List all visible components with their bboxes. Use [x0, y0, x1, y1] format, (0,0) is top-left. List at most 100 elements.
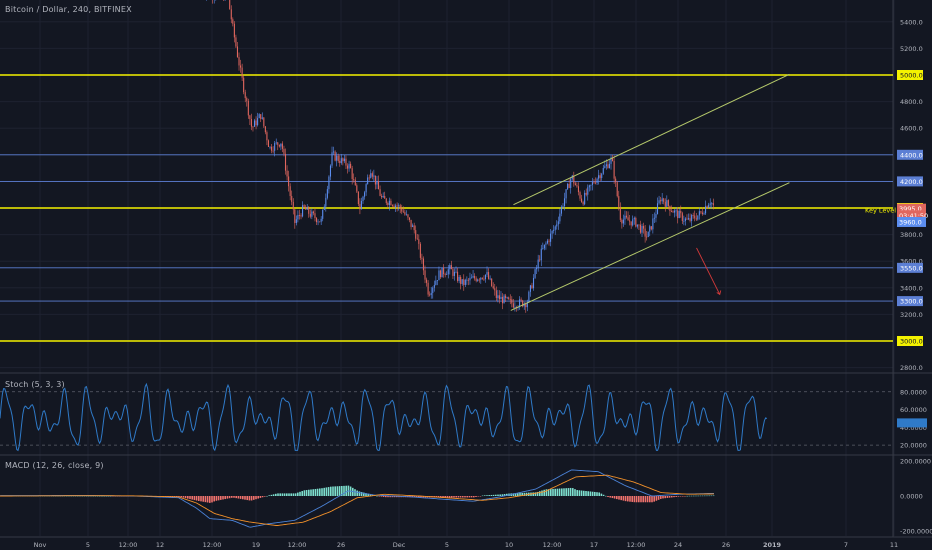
macd-hist-bar-227 [499, 494, 501, 496]
candle-body-104 [362, 196, 364, 202]
candle-body-75 [317, 221, 319, 223]
candle-body-34 [253, 120, 256, 127]
candle-body-325 [705, 206, 707, 214]
candle-body-234 [563, 198, 566, 207]
macd-hist-bar-192 [422, 496, 424, 498]
macd-hist-bar-267 [587, 491, 589, 496]
candle-body-40 [263, 117, 265, 127]
candle-body-26 [241, 67, 243, 78]
candle-body-128 [399, 205, 401, 209]
candle-body-237 [568, 183, 570, 188]
candle-body-106 [365, 184, 367, 193]
candle-body-79 [323, 206, 325, 210]
candle-body-292 [653, 217, 655, 219]
candle-body-20 [232, 19, 234, 24]
macd-hist-bar-208 [457, 496, 460, 498]
macd-hist-bar-168 [369, 494, 372, 496]
candle-body-172 [467, 279, 469, 281]
macd-hist-bar-298 [655, 496, 658, 501]
macd-hist-bar-119 [261, 496, 264, 498]
macd-tick-0: 200.0000 [900, 458, 931, 466]
macd-hist-bar-102 [224, 496, 226, 500]
macd-hist-bar-310 [682, 496, 684, 497]
candle-body-37 [258, 114, 260, 119]
candle-body-266 [613, 161, 615, 179]
candle-body-164 [455, 271, 457, 273]
macd-hist-bar-91 [200, 496, 202, 502]
candle-body-247 [584, 192, 586, 205]
candle-body-107 [367, 177, 369, 185]
macd-hist-bar-81 [178, 496, 180, 497]
candle-body-311 [683, 220, 685, 222]
macd-hist-bar-299 [657, 496, 660, 500]
candle-body-71 [311, 211, 313, 217]
candle-body-269 [618, 196, 620, 207]
macd-hist-bar-146 [321, 488, 323, 496]
candle-body-208 [523, 303, 525, 307]
candle-body-125 [395, 205, 397, 208]
candle-body-241 [574, 183, 576, 186]
macd-hist-bar-130 [286, 493, 288, 496]
price-tags: 5000.04400.04200.04000.03550.03300.03000… [897, 70, 928, 428]
candle-body-129 [401, 208, 403, 212]
macd-hist-bar-145 [319, 488, 321, 496]
time-tick-9: 5 [445, 541, 449, 549]
macd-hist-bar-98 [215, 496, 218, 501]
macd-hist-bar-275 [605, 495, 607, 497]
time-tick-11: 12:00 [543, 541, 562, 549]
candle-body-231 [559, 213, 561, 222]
candle-body-168 [461, 279, 463, 284]
macd-hist-bar-162 [356, 490, 358, 496]
candle-body-121 [388, 200, 390, 205]
candle-body-248 [585, 192, 587, 195]
candle-body-319 [695, 218, 697, 220]
macd-hist-bar-156 [343, 485, 345, 496]
macd-hist-bar-290 [638, 496, 640, 503]
macd-hist-bar-285 [627, 496, 629, 502]
level-tag-bg-5000 [897, 70, 923, 80]
macd-hist-bar-46 [101, 495, 103, 497]
macd-hist-bar-274 [602, 494, 605, 496]
macd-hist-bar-131 [288, 493, 290, 496]
macd-hist-bar-82 [180, 496, 182, 498]
candle-body-286 [644, 228, 646, 237]
down-arrow-head [716, 290, 722, 296]
candle-body-274 [625, 215, 628, 218]
candle-body-134 [408, 217, 411, 220]
candle-body-90 [340, 158, 342, 164]
level-tag-bg-3300 [897, 296, 923, 307]
macd-hist-bar-205 [451, 496, 453, 498]
macd-hist-bar-138 [303, 490, 306, 496]
candle-body-135 [410, 219, 412, 227]
candle-body-175 [472, 275, 474, 278]
candle-body-73 [314, 213, 316, 219]
candle-body-222 [545, 243, 547, 245]
macd-hist-bar-132 [290, 493, 292, 496]
candle-body-46 [272, 150, 274, 152]
macd-hist-bar-314 [690, 495, 693, 497]
candle-body-250 [588, 185, 590, 188]
candle-body-91 [342, 158, 344, 162]
candle-body-313 [686, 218, 688, 220]
candle-body-318 [694, 215, 696, 219]
macd-hist-bar-289 [635, 496, 638, 503]
candle-body-214 [532, 277, 535, 289]
macd-hist-bar-127 [279, 493, 281, 496]
candle-body-246 [582, 202, 584, 205]
macd-hist-bar-84 [184, 496, 187, 499]
candle-body-87 [336, 155, 338, 161]
time-tick-12: 17 [590, 541, 598, 549]
macd-hist-bar-136 [299, 491, 301, 496]
macd-hist-bar-199 [437, 496, 440, 498]
macd-hist-bar-292 [642, 496, 644, 503]
time-tick-4: 12:00 [203, 541, 222, 549]
candle-body-253 [593, 182, 595, 183]
price-tick-3800: 3800.0 [900, 231, 923, 239]
macd-hist-bar-215 [473, 496, 475, 498]
stoch-tick-0: 20.0000 [900, 442, 927, 450]
macd-hist-bar-223 [490, 494, 493, 496]
candle-body-112 [374, 175, 376, 185]
candle-body-118 [384, 195, 386, 199]
candle-body-155 [441, 267, 443, 278]
macd-hist-bar-212 [466, 496, 468, 498]
